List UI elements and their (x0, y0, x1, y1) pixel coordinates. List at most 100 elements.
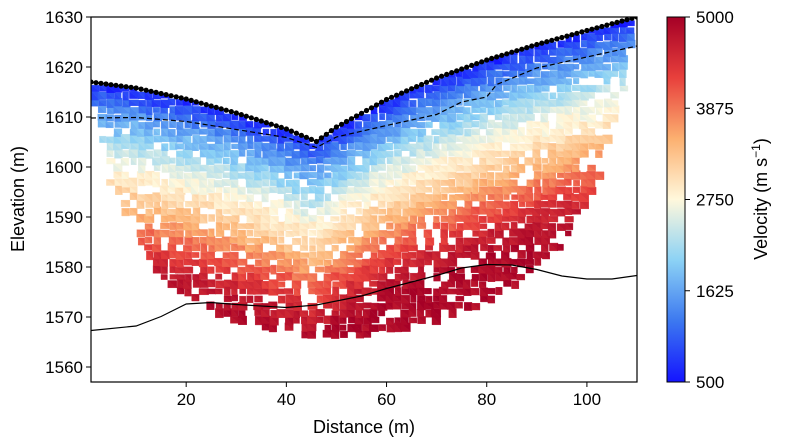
x-axis-title: Distance (m) (313, 417, 415, 437)
velocity-cell (517, 85, 527, 94)
velocity-cell (424, 107, 433, 115)
geophone-marker (188, 97, 194, 103)
velocity-cell (345, 245, 355, 252)
geophone-marker (163, 92, 169, 98)
velocity-cell (324, 193, 331, 202)
velocity-cell (198, 143, 209, 150)
geophone-marker (509, 49, 515, 55)
velocity-cell (176, 121, 184, 131)
y-tick-label: 1580 (45, 258, 83, 277)
plot-frame (90, 16, 638, 383)
velocity-cell (230, 229, 238, 238)
velocity-cell (105, 121, 114, 129)
velocity-cell (378, 236, 387, 245)
velocity-cell (184, 200, 193, 208)
geophone-marker (579, 29, 585, 35)
velocity-cell (572, 63, 580, 70)
velocity-cell (378, 208, 387, 215)
velocity-cell (509, 77, 519, 85)
velocity-cell (487, 228, 495, 238)
velocity-cell (571, 164, 580, 173)
velocity-cell (309, 165, 317, 172)
velocity-cell (407, 135, 417, 142)
velocity-cell (151, 99, 161, 108)
velocity-cell (315, 309, 325, 317)
geophone-marker (479, 59, 485, 65)
velocity-cell (423, 194, 433, 203)
velocity-cell (547, 223, 556, 231)
velocity-cell (270, 128, 277, 137)
velocity-cell (159, 222, 170, 230)
geophone-marker (574, 30, 580, 36)
y-tick-label: 1590 (45, 208, 83, 227)
velocity-cell (176, 274, 186, 280)
geophone-marker (619, 18, 625, 24)
geophone-marker (424, 79, 430, 85)
velocity-cell (151, 172, 160, 179)
geophone-marker (519, 46, 525, 52)
velocity-cell (423, 135, 433, 143)
geophone-marker (589, 26, 595, 32)
geophone-marker (183, 96, 189, 102)
velocity-cell (487, 179, 494, 188)
velocity-cell (184, 251, 192, 260)
velocity-cell (571, 208, 581, 215)
velocity-cell (587, 128, 596, 136)
velocity-cell (486, 172, 495, 181)
velocity-cell (175, 156, 185, 167)
velocity-cell (478, 70, 486, 79)
velocity-cell (470, 288, 480, 296)
velocity-cell (385, 222, 394, 230)
velocity-cell (192, 237, 200, 245)
geophone-marker (444, 71, 450, 77)
geophone-marker (489, 55, 495, 62)
velocity-cell (611, 63, 619, 72)
velocity-cell (144, 236, 153, 244)
geophone-marker (93, 80, 99, 86)
velocity-cell (594, 99, 604, 108)
velocity-cell (332, 201, 339, 208)
geophone-marker (298, 132, 304, 138)
velocity-cell (246, 194, 254, 203)
velocity-cell (174, 143, 185, 150)
velocity-cell (214, 288, 223, 295)
velocity-cell (456, 223, 464, 231)
velocity-cell (565, 78, 572, 86)
velocity-cell (564, 230, 572, 237)
velocity-cell (361, 114, 371, 122)
velocity-cell (619, 77, 626, 87)
velocity-cell (501, 222, 510, 231)
velocity-cell (315, 316, 324, 324)
velocity-cell (138, 99, 146, 107)
velocity-cell (610, 100, 619, 107)
velocity-cell (269, 186, 278, 194)
velocity-cells (91, 17, 636, 340)
velocity-cell (368, 324, 379, 333)
geophone-marker (118, 83, 124, 89)
velocity-cell (145, 106, 153, 116)
velocity-cell (516, 163, 526, 174)
velocity-cell (510, 194, 519, 201)
velocity-cell (184, 274, 192, 283)
velocity-cell (425, 295, 433, 304)
velocity-cell (221, 179, 232, 187)
velocity-cell (291, 194, 300, 201)
velocity-cell (324, 178, 332, 187)
velocity-cell (394, 317, 401, 324)
velocity-cell (533, 63, 542, 71)
velocity-cell (293, 179, 300, 187)
velocity-cell (114, 92, 122, 100)
velocity-cell (145, 250, 154, 261)
velocity-cell (355, 172, 363, 181)
velocity-cell (182, 245, 193, 252)
geophone-marker (584, 27, 590, 34)
velocity-cell (469, 214, 479, 223)
velocity-cell (500, 150, 510, 158)
velocity-cell (168, 121, 177, 129)
y-tick-label: 1630 (45, 8, 83, 27)
velocity-cell (137, 157, 147, 166)
velocity-cell (439, 156, 448, 165)
geophone-marker (338, 121, 345, 127)
velocity-cell (262, 128, 270, 136)
geophone-marker (278, 124, 284, 130)
